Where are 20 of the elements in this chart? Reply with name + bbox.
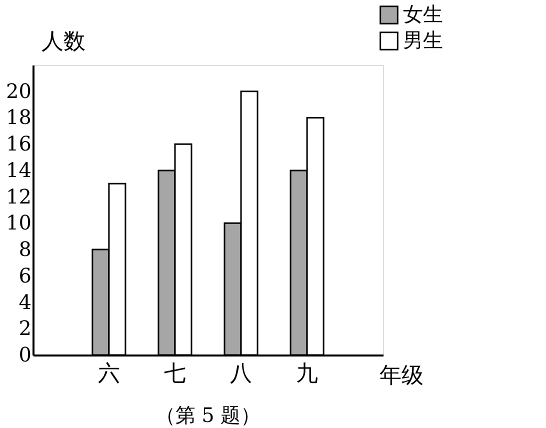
text: （第 5 题） (155, 403, 261, 427)
x-tick-label: 六 (98, 362, 120, 386)
y-tick-label: 16 (6, 132, 32, 156)
y-tick-label: 12 (6, 184, 32, 208)
legend-label: 女生 (403, 2, 443, 26)
y-tick-label: 6 (18, 263, 32, 288)
y-tick-label: 18 (6, 105, 32, 130)
y-tick-label: 14 (6, 158, 32, 182)
legend-label: 男生 (403, 28, 443, 52)
y-axis-title: 人数 (42, 30, 86, 54)
y-tick-label: 10 (6, 210, 32, 235)
x-axis-title: 年级 (380, 364, 424, 388)
y-tick-label: 0 (18, 342, 32, 366)
y-tick-label: 4 (18, 290, 32, 314)
x-tick-label: 七 (164, 362, 186, 386)
y-tick-label: 8 (18, 237, 32, 262)
x-tick-label: 八 (230, 362, 252, 386)
y-tick-label: 2 (18, 316, 32, 340)
x-tick-label: 九 (296, 362, 318, 386)
y-tick-label: 20 (6, 78, 32, 103)
